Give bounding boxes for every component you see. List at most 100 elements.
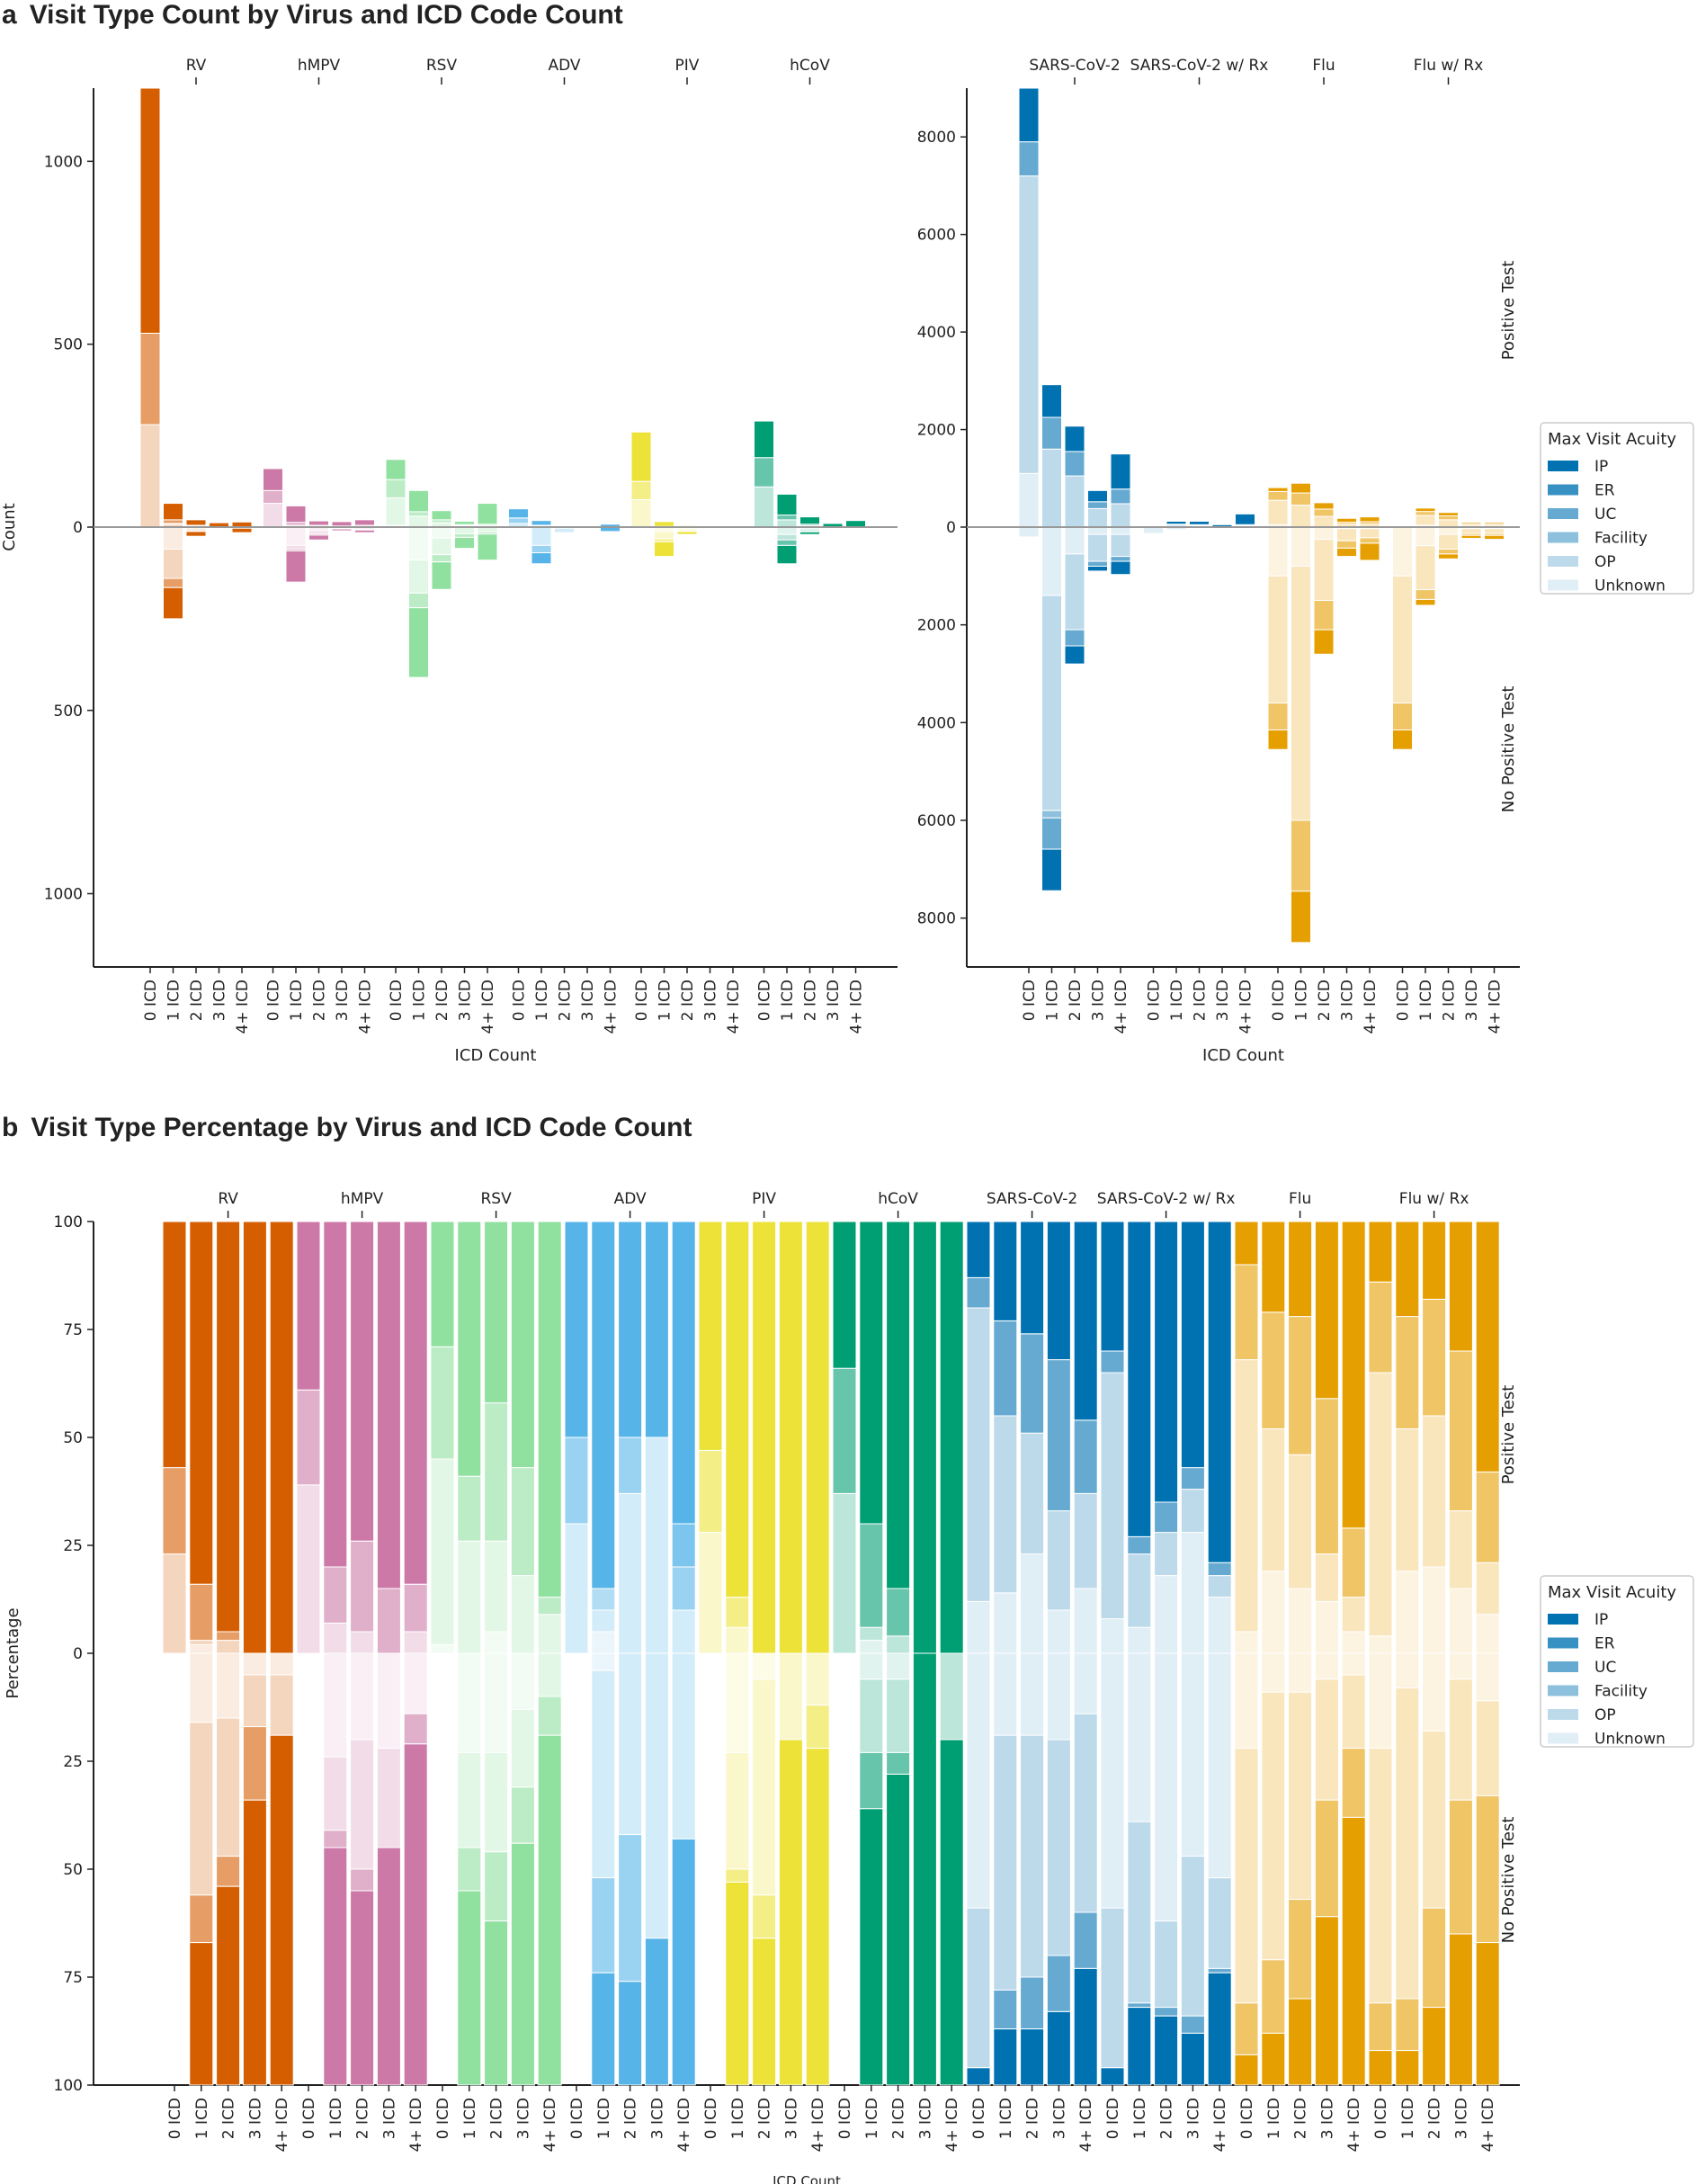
legend-box [1540, 422, 1694, 595]
bar-segment-flu-w-rx-pos-4-ip [1484, 522, 1505, 524]
bar-segment-rv-neg-1-ip [189, 1942, 214, 2086]
bar-segment-rv-pos-0-uc [139, 332, 161, 425]
bar-segment-adv-pos-0-ip [564, 1221, 589, 1438]
bar-segment-adv-neg-1-uc [591, 1877, 616, 1974]
bar-segment-rsv-neg-3-op [510, 1708, 535, 1788]
bar-segment-flu-w-rx-neg-2-ip [1422, 2007, 1447, 2086]
bar-segment-sars-cov-2-neg-2-op [1064, 553, 1085, 631]
x-tick-label: 1 ICD [533, 980, 551, 1021]
bar-segment-sars-cov-2-pos-0-unknown [1018, 472, 1040, 528]
bar-segment-adv-pos-2-ip [618, 1221, 643, 1438]
bar-segment-hcov-pos-3-ip [912, 1221, 937, 1654]
x-tick-label: 2 ICD [557, 980, 575, 1021]
bar-segment-sars-cov-2-w-rx-pos-2-unknown [1154, 1575, 1179, 1654]
bar-segment-hmpv-pos-1-op [323, 1622, 348, 1654]
bar-segment-sars-cov-2-pos-0-unknown [966, 1600, 991, 1654]
bar-segment-hmpv-pos-2-ip [308, 520, 329, 526]
bar-segment-rsv-pos-0-op [385, 497, 406, 526]
bar-segment-hcov-pos-4-ip [939, 1221, 964, 1654]
y-tick-label: 50 [63, 1429, 83, 1447]
bar-segment-rsv-pos-4-op [537, 1614, 562, 1654]
bar-segment-flu-neg-1-ip [1261, 2032, 1286, 2086]
bar-segment-sars-cov-2-pos-4-ip [1073, 1221, 1098, 1421]
x-tick-label: 0 ICD [568, 2098, 586, 2139]
bar-segment-flu-neg-4-op [1359, 528, 1380, 539]
bar-segment-sars-cov-2-w-rx-neg-4-uc [1207, 1967, 1232, 1974]
x-tick-label: 3 ICD [246, 2098, 264, 2139]
x-tick-label: 1 ICD [656, 980, 674, 1021]
bar-segment-rsv-neg-1-ip [457, 1890, 482, 2086]
bar-segment-rsv-neg-3-op [454, 526, 475, 534]
bar-segment-flu-w-rx-neg-4-op [1484, 528, 1505, 534]
bar-segment-flu-w-rx-pos-1-uc [1395, 1316, 1420, 1429]
bar-segment-rsv-pos-0-uc [430, 1346, 455, 1460]
bar-segment-sars-cov-2-pos-4-ip [1110, 453, 1131, 490]
bar-segment-flu-w-rx-pos-2-op [1422, 1415, 1447, 1568]
bar-segment-flu-pos-0-ip [1267, 487, 1289, 492]
bar-segment-rsv-neg-2-op [484, 1751, 509, 1853]
bar-segment-adv-pos-4-er [671, 1523, 696, 1568]
group-label-sars-cov-2-w-rx: SARS-CoV-2 w/ Rx [1097, 1190, 1236, 1208]
bar-segment-sars-cov-2-w-rx-pos-2-ip [1189, 520, 1210, 525]
bar-segment-flu-neg-3-uc [1336, 540, 1357, 549]
bar-segment-flu-w-rx-pos-4-uc [1475, 1471, 1500, 1563]
x-tick-label: 1 ICD [411, 980, 429, 1021]
bar-segment-rv-pos-0-uc [162, 1467, 187, 1555]
bar-segment-flu-neg-3-op [1336, 528, 1357, 542]
x-tick-label: 4+ ICD [1211, 2098, 1229, 2152]
bar-segment-piv-pos-1-uc [725, 1597, 750, 1628]
bar-segment-sars-cov-2-w-rx-pos-4-uc [1207, 1562, 1232, 1577]
y-axis-label: Percentage [4, 1607, 22, 1698]
bar-segment-hcov-pos-1-uc [776, 515, 798, 521]
bar-segment-sars-cov-2-neg-1-unknown [1041, 526, 1062, 596]
bar-segment-hcov-pos-1-ip [859, 1221, 884, 1525]
bar-segment-rv-neg-1-unknown [163, 526, 183, 550]
bar-segment-flu-w-rx-pos-3-ip [1460, 522, 1482, 524]
bar-segment-adv-pos-0-uc [564, 1437, 589, 1525]
bar-segment-sars-cov-2-w-rx-pos-4-op [1207, 1575, 1232, 1598]
bar-segment-flu-neg-2-ip [1288, 1998, 1313, 2086]
bar-segment-rv-pos-0-op [139, 424, 161, 528]
x-tick-label: 0 ICD [166, 2098, 184, 2139]
x-tick-label: 1 ICD [1265, 2098, 1283, 2139]
bar-segment-flu-w-rx-pos-1-ip [1395, 1221, 1420, 1318]
legend-swatch-unknown [1548, 579, 1578, 591]
x-tick-label: 1 ICD [1399, 2098, 1417, 2139]
bar-segment-hcov-pos-1-unknown [859, 1640, 884, 1654]
y-tick-label: 500 [54, 703, 83, 721]
bar-segment-rv-pos-3-ip [242, 1221, 267, 1654]
bar-segment-sars-cov-2-neg-3-uc [1087, 560, 1108, 567]
bar-segment-flu-neg-1-unknown [1291, 526, 1311, 567]
group-label-flu-w-rx: Flu w/ Rx [1414, 57, 1484, 75]
legend-swatch-unknown [1548, 1732, 1578, 1744]
x-tick-label: 0 ICD [1104, 2098, 1122, 2139]
bar-segment-flu-neg-2-unknown [1288, 1652, 1313, 1693]
bar-segment-flu-w-rx-neg-2-uc [1438, 548, 1459, 555]
bar-segment-flu-w-rx-pos-1-ip [1415, 507, 1436, 513]
x-tick-label: 0 ICD [300, 2098, 318, 2139]
panel-b-title-text: Visit Type Percentage by Virus and ICD C… [31, 1113, 692, 1142]
x-tick-label: 4+ ICD [1077, 2098, 1095, 2152]
bar-segment-rv-neg-3-unknown [242, 1652, 267, 1676]
bar-segment-piv-neg-4-op [805, 1652, 830, 1706]
bar-segment-adv-neg-1-unknown [591, 1652, 616, 1671]
group-label-sars-cov-2-w-rx: SARS-CoV-2 w/ Rx [1130, 57, 1269, 75]
bar-segment-rsv-pos-0-ip [430, 1221, 455, 1347]
bar-segment-hmpv-neg-1-ip [323, 1847, 348, 2086]
bar-segment-sars-cov-2-w-rx-neg-0-ip [1100, 2067, 1125, 2086]
bar-segment-sars-cov-2-neg-1-op [1041, 595, 1062, 811]
legend-swatch-uc [1548, 508, 1578, 519]
legend-label-uc: UC [1594, 1659, 1616, 1677]
bar-segment-adv-neg-3-op [644, 1652, 669, 1939]
x-tick-label: 3 ICD [1339, 980, 1357, 1021]
bar-segment-hcov-pos-2-op [886, 1635, 911, 1654]
x-tick-label: 4+ ICD [1479, 2098, 1497, 2152]
bar-segment-rsv-neg-1-uc [457, 1847, 482, 1892]
bar-segment-hmpv-pos-0-ip [296, 1221, 321, 1391]
panel-a-letter: a [2, 0, 17, 30]
legend-label-op: OP [1594, 553, 1616, 571]
bar-segment-sars-cov-2-w-rx-pos-0-uc [1100, 1350, 1125, 1374]
bar-segment-rsv-neg-2-ip [431, 561, 452, 590]
x-tick-label: 3 ICD [1452, 2098, 1470, 2139]
bar-segment-sars-cov-2-w-rx-neg-4-ip [1207, 1972, 1232, 2086]
